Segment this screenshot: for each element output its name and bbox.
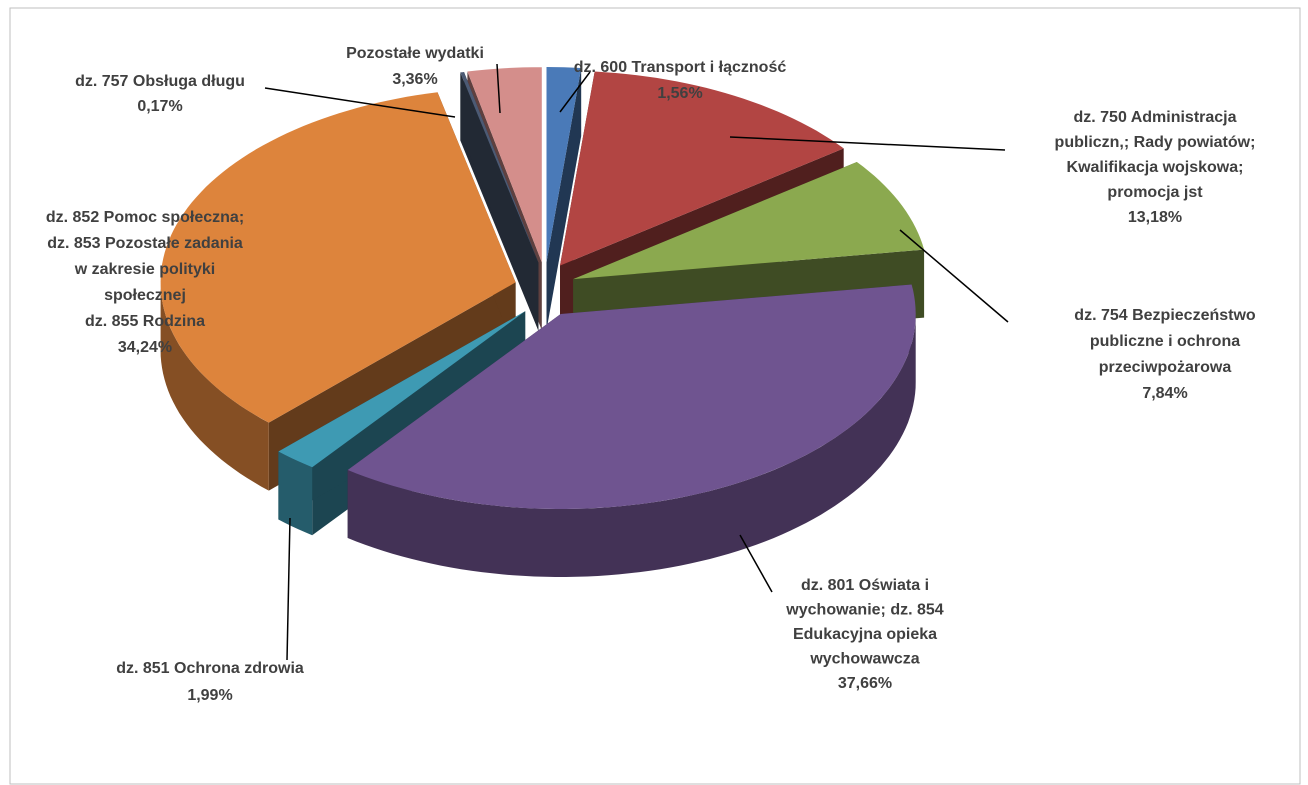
label-line: promocja jst xyxy=(1107,184,1203,201)
label-line: dz. 600 Transport i łączność xyxy=(574,59,787,76)
label-line: dz. 853 Pozostałe zadania xyxy=(47,235,243,252)
slice xyxy=(467,67,542,263)
value-label: 0,17% xyxy=(137,98,182,115)
leader-line xyxy=(729,136,1006,151)
data-label: dz. 754 Bezpieczeństwo publiczne i ochron… xyxy=(1074,307,1256,402)
slice xyxy=(546,67,582,262)
label-line: publiczn,; Rady powiatów; xyxy=(1055,134,1256,151)
label-line: wychowanie; dz. 854 xyxy=(785,602,943,619)
slice-side xyxy=(347,314,916,577)
label-line: dz. 855 Rodzina xyxy=(85,313,205,330)
label-line: dz. 852 Pomoc społeczna; xyxy=(46,209,244,226)
label-line: społecznej xyxy=(104,287,186,304)
leader-line xyxy=(496,63,501,114)
slice-side xyxy=(160,282,269,491)
label-line: wychowawcza xyxy=(809,651,919,668)
slice xyxy=(278,311,526,468)
label-line: dz. 801 Oświata i xyxy=(801,577,929,594)
label-line: dz. 750 Administracja xyxy=(1073,109,1236,126)
slice-side xyxy=(546,68,582,330)
label-line: dz. 754 Bezpieczeństwo xyxy=(1074,307,1256,324)
slice xyxy=(160,92,516,423)
data-label: dz. 600 Transport i łączność 1,56% xyxy=(574,59,787,102)
leader-line xyxy=(264,87,456,118)
data-label: dz. 801 Oświata i wychowanie; dz. 854 Eduk… xyxy=(785,577,943,692)
leader-line xyxy=(739,534,773,593)
data-label: Pozostałe wydatki 3,36% xyxy=(346,45,484,88)
value-label: 1,56% xyxy=(657,85,702,102)
value-label: 13,18% xyxy=(1128,209,1182,226)
label-line: Edukacyjna opieka xyxy=(793,626,937,643)
leader-line xyxy=(559,71,591,113)
slice xyxy=(560,71,844,266)
slice xyxy=(460,72,539,263)
label-line: Pozostałe wydatki xyxy=(346,45,484,62)
value-label: 34,24% xyxy=(118,339,172,356)
label-line: Kwalifikacja wojskowa; xyxy=(1067,159,1244,176)
data-label: dz. 851 Ochrona zdrowia 1,99% xyxy=(116,660,304,704)
label-line: dz. 757 Obsługa długu xyxy=(75,73,245,90)
data-label: dz. 852 Pomoc społeczna; dz. 853 Pozostał… xyxy=(46,209,244,356)
slice-side xyxy=(278,311,526,520)
label-line: przeciwpożarowa xyxy=(1099,359,1232,376)
leader-line xyxy=(286,517,291,661)
slice-side xyxy=(464,72,539,331)
value-label: 3,36% xyxy=(392,71,437,88)
data-label: dz. 750 Administracja publiczn,; Rady pow… xyxy=(1055,109,1256,226)
label-line: w zakresie polityki xyxy=(74,261,216,278)
label-line: publiczne i ochrona xyxy=(1090,333,1240,350)
data-label: dz. 757 Obsługa długu 0,17% xyxy=(75,73,245,115)
leader-line xyxy=(899,229,1009,323)
value-label: 7,84% xyxy=(1142,385,1187,402)
slice-side xyxy=(278,451,313,536)
slice xyxy=(573,162,925,280)
label-line: dz. 851 Ochrona zdrowia xyxy=(116,660,304,677)
value-label: 1,99% xyxy=(187,687,232,704)
value-label: 37,66% xyxy=(838,675,892,692)
slice xyxy=(347,284,916,509)
